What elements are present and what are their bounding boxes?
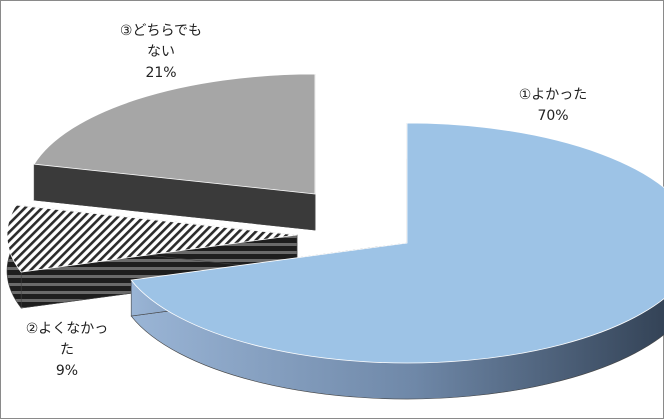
slice-yokatta (130, 122, 664, 364)
data-label-category-2: た (60, 342, 74, 358)
data-label-category-1: ①よかった (519, 87, 588, 103)
slice-dochiramonai (33, 73, 316, 195)
data-label-value-2: 9% (56, 363, 78, 379)
slice-yokunakatta (6, 204, 298, 273)
data-label-value-3: 21% (145, 65, 176, 81)
data-label-category-3: ③どちらでも (120, 23, 202, 39)
data-label-category-3: ない (147, 44, 175, 60)
data-label-category-2: ②よくなかっ (26, 321, 109, 337)
data-label-value-1: 70% (537, 108, 568, 124)
